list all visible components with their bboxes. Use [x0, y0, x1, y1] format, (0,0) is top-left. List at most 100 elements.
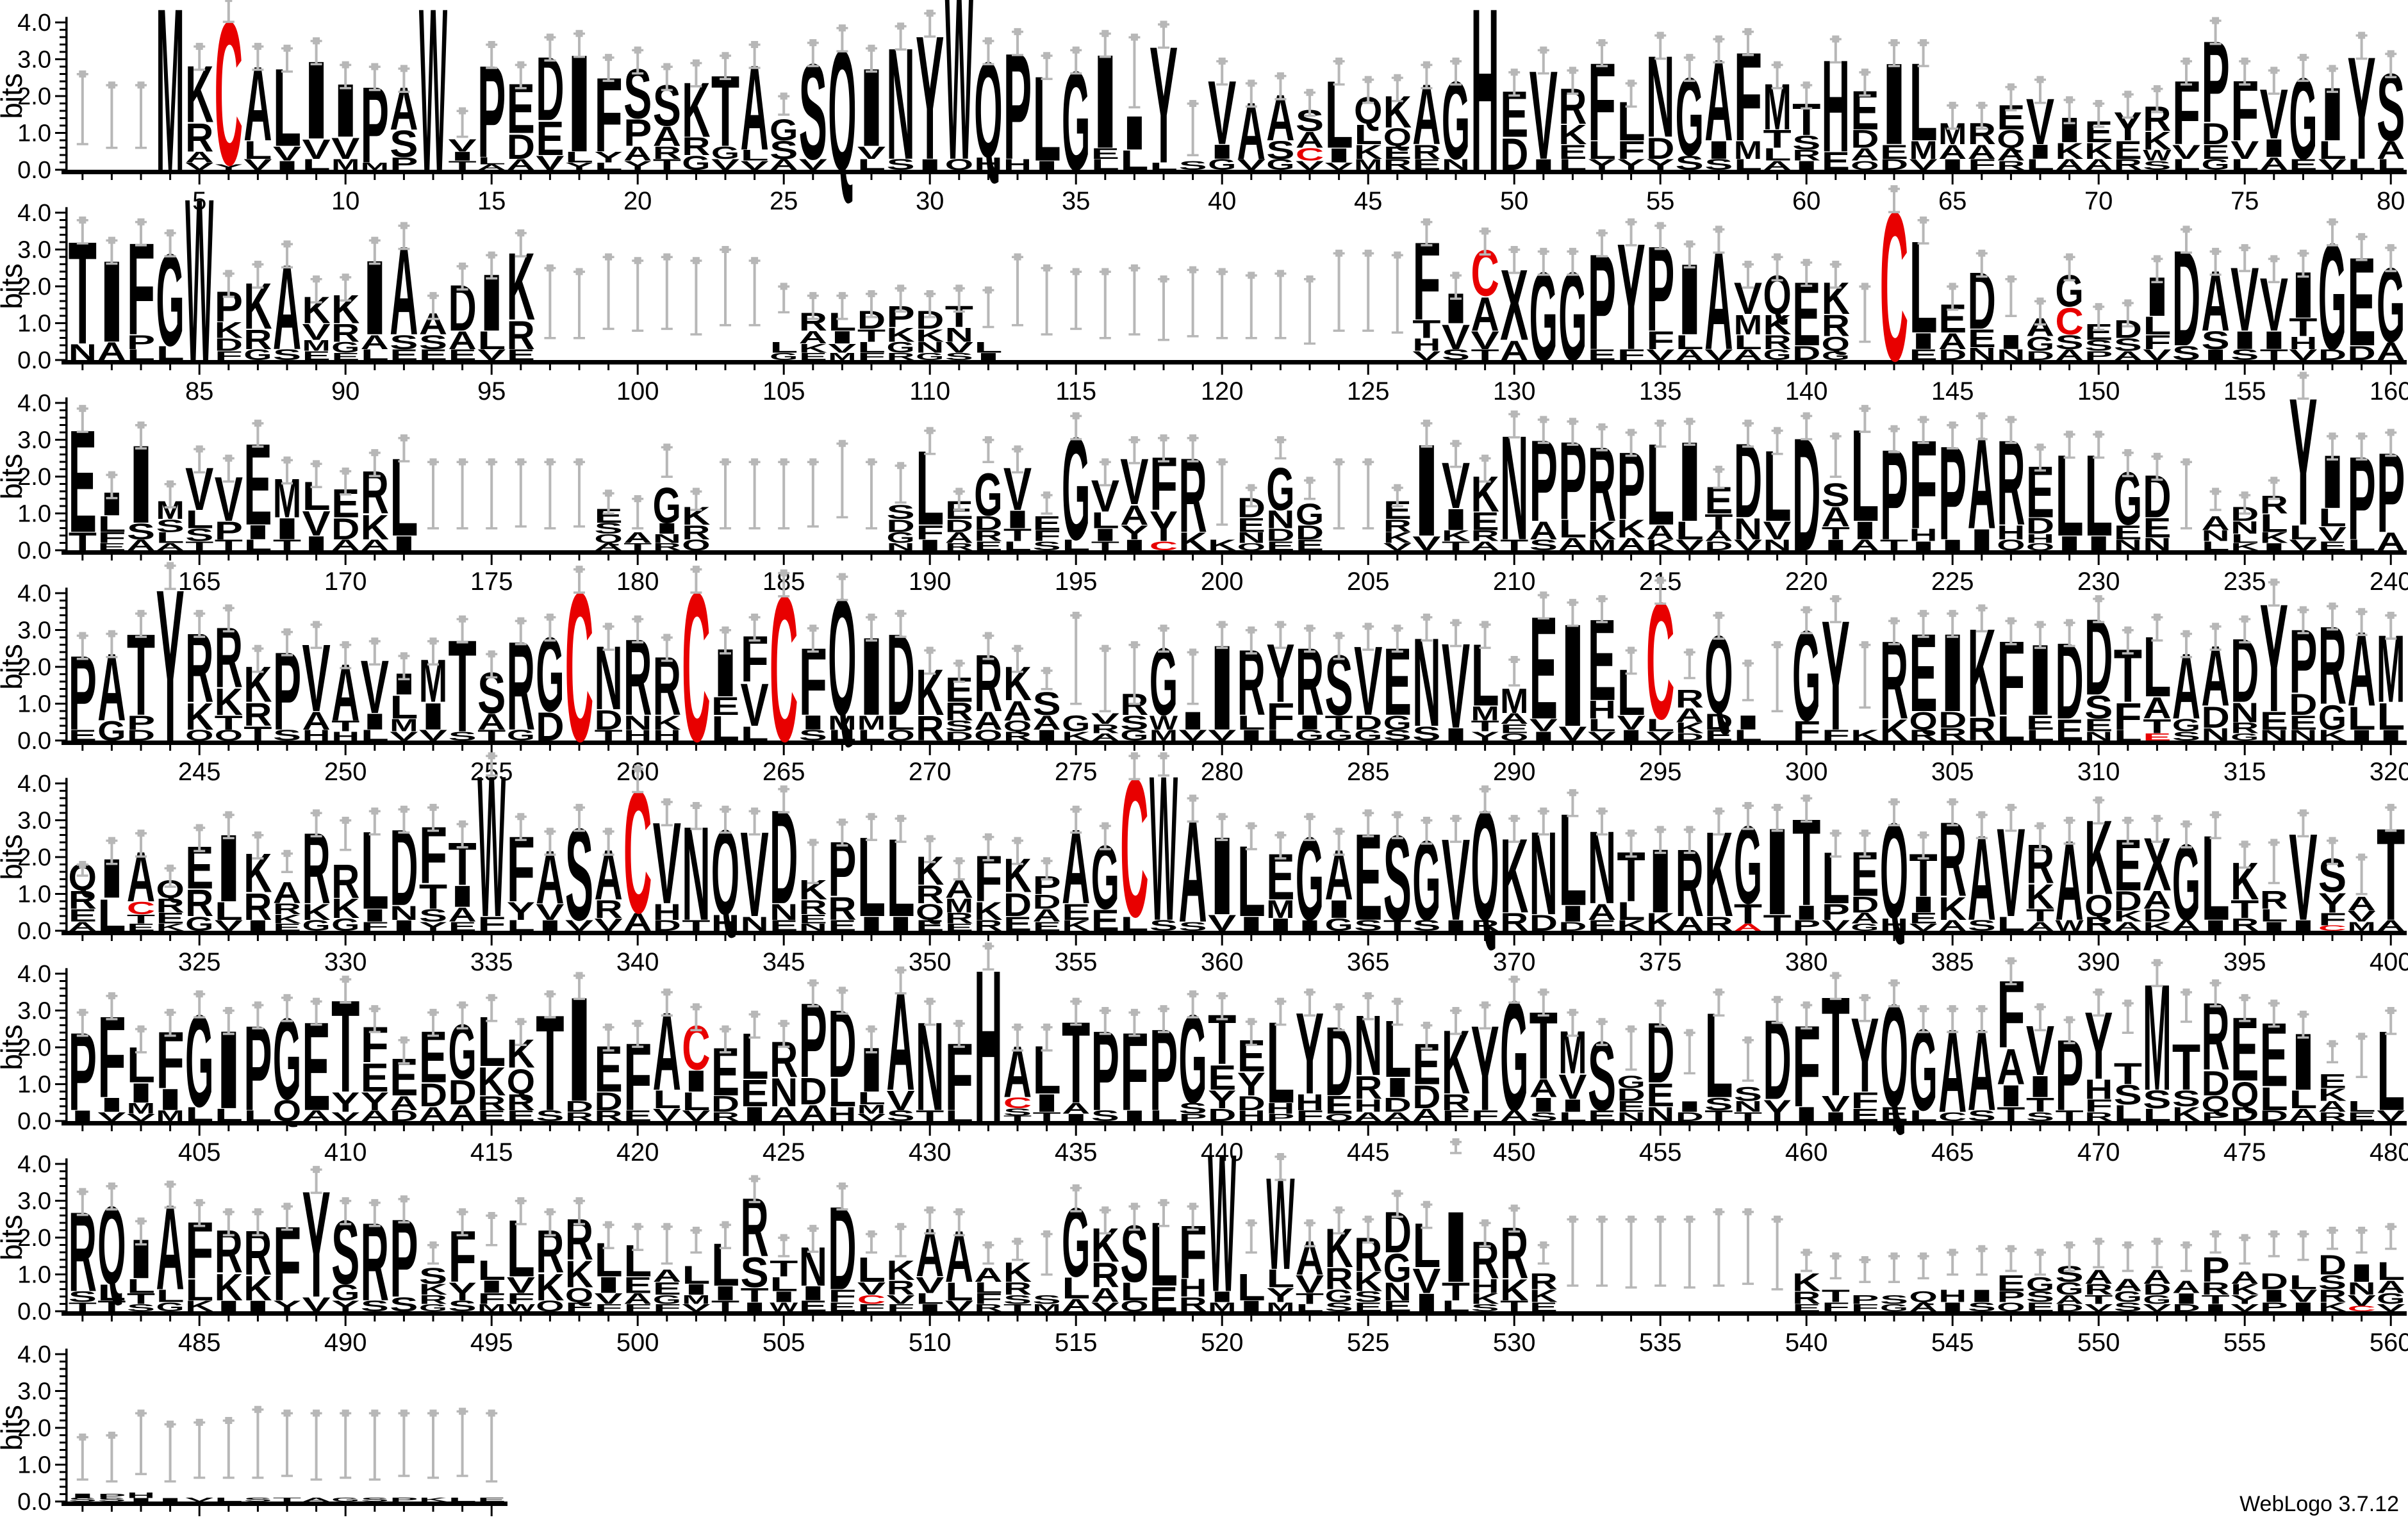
logo-letter-K-573: K — [419, 1497, 447, 1503]
logo-letter-I-279: I — [1178, 707, 1207, 735]
error-bar-501 — [661, 1223, 673, 1264]
logo-letter-V-276: V — [1091, 710, 1120, 727]
error-bar-121 — [1246, 272, 1257, 339]
x-tick-label: 505 — [763, 1329, 805, 1357]
x-tick-label: 425 — [763, 1138, 805, 1166]
svg-text:A: A — [2201, 512, 2229, 534]
logo-letter-K-200: K — [1208, 537, 1236, 553]
x-tick-label: 390 — [2077, 948, 2120, 976]
x-tick-label: 540 — [1785, 1329, 1828, 1357]
svg-text:E: E — [1032, 512, 1060, 534]
error-bar-97 — [544, 265, 556, 340]
logo-letter-K-540: K — [1792, 1268, 1820, 1297]
error-bar-561 — [77, 1434, 88, 1481]
logo-letter-I-546: I — [1968, 1286, 1996, 1306]
x-tick-label: 530 — [1493, 1329, 1536, 1357]
logo-letter-S-567: S — [243, 1497, 272, 1503]
x-tick-label: 230 — [2077, 568, 2120, 596]
y-tick-label: 2.0 — [17, 844, 51, 871]
x-tick-label: 550 — [2077, 1329, 2120, 1357]
logo-letter-S-274: S — [1032, 685, 1060, 722]
logo-letter-H-49: H — [1471, 0, 1499, 219]
y-tick-label: 1.0 — [17, 881, 51, 908]
logo-letter-P-572: P — [390, 1497, 418, 1503]
y-axis-line — [65, 968, 68, 1125]
logo-row-8: bits0.01.02.03.04.0565570575SISPIHIVLSTA… — [0, 1332, 2408, 1522]
error-bar-192 — [982, 436, 994, 463]
x-tick-label: 535 — [1639, 1329, 1682, 1357]
x-tick-label: 340 — [616, 948, 659, 976]
logo-letter-A-180: A — [623, 530, 652, 546]
x-tick-label: 90 — [331, 377, 360, 405]
error-bar-471 — [2122, 1000, 2134, 1035]
svg-text:R: R — [331, 855, 359, 908]
logo-letter-G-275: G — [1062, 711, 1090, 737]
logo-letter-D-558: D — [2318, 1250, 2346, 1281]
logo-letter-V-14: V — [448, 135, 477, 155]
error-bar-502 — [690, 1227, 702, 1254]
x-tick-label: 445 — [1347, 1138, 1390, 1166]
y-axis-line — [65, 397, 68, 554]
x-tick-label: 70 — [2084, 187, 2113, 215]
y-axis-line — [65, 17, 68, 174]
error-bar-535 — [1654, 1216, 1666, 1287]
logo-letter-A-553: A — [2172, 1277, 2200, 1297]
error-bar-565 — [194, 1419, 205, 1479]
logo-letter-W-85: W — [185, 150, 214, 409]
logo-letter-L-479: L — [2347, 1099, 2375, 1115]
x-tick-label: 120 — [1201, 377, 1244, 405]
logo-letter-T-541: T — [1822, 1286, 1851, 1306]
svg-text:G: G — [1296, 498, 1324, 532]
error-bar-509 — [895, 1223, 907, 1257]
error-bar-570 — [340, 1410, 351, 1479]
x-tick-label: 420 — [616, 1138, 659, 1166]
logo-row-4-svg: bits0.01.02.03.04.0245250255260265270275… — [0, 571, 2408, 761]
svg-text:G: G — [1266, 455, 1294, 523]
y-tick-label: 0.0 — [17, 157, 51, 184]
error-bar-537 — [1713, 1208, 1724, 1287]
x-tick-label: 170 — [324, 568, 367, 596]
error-bar-279 — [1187, 649, 1199, 705]
error-bar-572 — [398, 1410, 409, 1477]
y-tick-label: 3.0 — [17, 618, 51, 644]
x-tick-label: 155 — [2223, 377, 2266, 405]
x-tick-label: 250 — [324, 758, 367, 786]
logo-letter-E-194: E — [1032, 512, 1060, 534]
logo-letter-A-551: A — [2114, 1275, 2142, 1295]
error-bar-125 — [1362, 250, 1374, 332]
logo-letter-T-473: T — [2172, 1031, 2200, 1104]
y-tick-label: 2.0 — [17, 654, 51, 681]
x-tick-label: 245 — [178, 758, 221, 786]
x-tick-label: 315 — [2223, 758, 2266, 786]
error-bar-147 — [2005, 275, 2016, 317]
error-bar-512 — [982, 1241, 994, 1264]
x-tick-label: 345 — [763, 948, 805, 976]
error-bar-495 — [486, 1212, 497, 1247]
error-bar-183 — [720, 459, 731, 530]
logo-letter-G-202: G — [1266, 455, 1294, 523]
y-tick-label: 0.0 — [17, 918, 51, 945]
error-bar-479 — [2356, 1033, 2368, 1078]
error-bar-571 — [369, 1410, 381, 1481]
svg-text:G: G — [974, 461, 1002, 528]
logo-letter-G-25: G — [770, 113, 798, 147]
error-bar-221 — [1830, 432, 1842, 478]
error-bar-473 — [2181, 988, 2192, 1023]
x-tick-label: 105 — [763, 377, 805, 405]
error-bar-102 — [690, 257, 702, 336]
logo-letter-A-552: A — [2143, 1266, 2171, 1288]
weblogo-credit: WebLogo 3.7.12 — [2239, 1492, 2399, 1517]
x-tick-label: 525 — [1347, 1329, 1390, 1357]
error-bar-298 — [1742, 660, 1754, 701]
x-tick-label: 545 — [1931, 1329, 1974, 1357]
y-tick-label: 2.0 — [17, 274, 51, 300]
y-tick-label: 0.0 — [17, 537, 51, 564]
x-tick-label: 55 — [1646, 187, 1675, 215]
error-bar-536 — [1684, 1216, 1695, 1289]
y-tick-label: 4.0 — [17, 1151, 51, 1178]
error-bar-123 — [1304, 275, 1315, 345]
logo-letter-L-557: L — [2289, 1271, 2317, 1293]
x-tick-label: 305 — [1931, 758, 1974, 786]
